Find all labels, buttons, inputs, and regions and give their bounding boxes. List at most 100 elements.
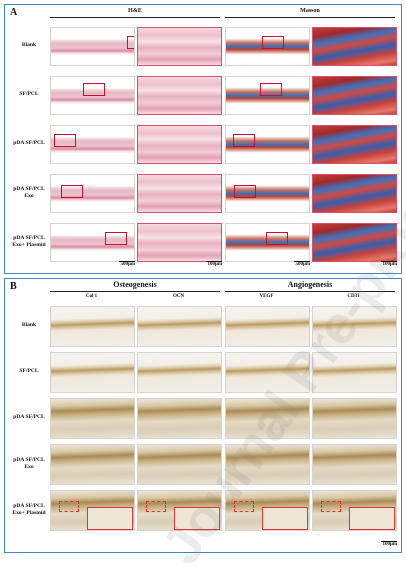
scale-bar-label: 100μm (382, 262, 398, 267)
col1-image (50, 444, 135, 485)
row-label: Blank (7, 27, 51, 64)
masson-overview-image (225, 174, 310, 213)
scale-bar (206, 261, 222, 262)
masson-zoom-image (312, 174, 397, 213)
masson-overview-image (225, 27, 310, 66)
panel-b: B Osteogenesis Angiogenesis Col 1 OCN VEGF C… (4, 278, 402, 553)
ocn-image (137, 352, 222, 393)
column-heading: CD31 (347, 294, 360, 299)
row-label-line: Exo (24, 463, 34, 470)
inset-image (262, 507, 308, 530)
panel-a: A H&E Masson Blank SF/PCL pDA SF/PCL pDA SF/… (4, 4, 402, 274)
vegf-image (225, 490, 310, 531)
row-label-line: Blank (21, 322, 37, 329)
column-heading: Col 1 (85, 294, 98, 299)
roi-box (54, 134, 76, 147)
masson-zoom-image (312, 27, 397, 66)
scale-bar-label: 500μm (120, 262, 136, 267)
panel-a-group-heading: H&E (128, 8, 142, 14)
he-zoom-image (137, 76, 222, 115)
panel-b-group-heading: Angiogenesis (287, 280, 333, 289)
panel-b-group-heading: Osteogenesis (113, 280, 157, 289)
ocn-image (137, 490, 222, 531)
panel-a-group-rule (225, 17, 395, 18)
row-label: pDA SF/PCL Exo (7, 174, 51, 211)
panel-a-group-heading: Masson (300, 8, 320, 14)
scale-bar (381, 541, 397, 542)
he-overview-image (50, 125, 135, 164)
column-heading: OCN (172, 294, 185, 299)
he-overview-image (50, 174, 135, 213)
roi-box (146, 501, 166, 512)
he-zoom-image (137, 27, 222, 66)
roi-box (266, 232, 288, 245)
he-zoom-image (137, 223, 222, 262)
cd31-image (312, 444, 397, 485)
cd31-image (312, 306, 397, 347)
row-label: pDA SF/PCL Exo (7, 444, 51, 483)
roi-box (105, 232, 127, 245)
row-label-line: pDA SF/PCL (13, 235, 45, 241)
col1-image (50, 306, 135, 347)
scale-bar-label: 100μm (382, 542, 398, 547)
he-zoom-image (137, 125, 222, 164)
row-label-line: pDA SF/PCL (13, 414, 45, 421)
roi-box (262, 36, 284, 49)
roi-box (234, 185, 256, 198)
he-overview-image (50, 27, 135, 66)
he-zoom-image (137, 174, 222, 213)
row-label-line: Exo (24, 192, 34, 199)
column-heading: VEGF (259, 294, 274, 299)
ocn-image (137, 306, 222, 347)
vegf-image (225, 352, 310, 393)
col1-image (50, 352, 135, 393)
row-label: pDA SF/PCL Exo+ Plasmid (7, 223, 51, 260)
vegf-image (225, 398, 310, 439)
vegf-image (225, 444, 310, 485)
scale-bar (119, 261, 135, 262)
cd31-image (312, 352, 397, 393)
row-label-line: Blank (21, 42, 37, 49)
panel-b-group-rule (50, 291, 220, 292)
scale-bar (294, 261, 310, 262)
vegf-image (225, 306, 310, 347)
scale-bar (381, 261, 397, 262)
row-label: pDA SF/PCL (7, 398, 51, 437)
roi-box (127, 36, 134, 49)
row-label: pDA SF/PCL Exo+ Plasmid (7, 490, 51, 529)
scale-bar-label: 500μm (295, 262, 311, 267)
masson-overview-image (225, 125, 310, 164)
row-label-line: pDA SF/PCL (13, 457, 45, 463)
roi-box (59, 501, 79, 512)
inset-image (349, 507, 395, 530)
panel-b-label: B (10, 281, 17, 292)
cd31-image (312, 398, 397, 439)
row-label-line: SF/PCL (19, 91, 39, 98)
row-label-line: Exo+ Plasmid (12, 241, 46, 248)
roi-box (61, 185, 83, 198)
roi-box (321, 501, 341, 512)
col1-image (50, 398, 135, 439)
row-label: Blank (7, 306, 51, 345)
roi-box (83, 83, 105, 96)
row-label-line: pDA SF/PCL (13, 186, 45, 192)
row-label: SF/PCL (7, 352, 51, 391)
roi-box (260, 83, 282, 96)
row-label-line: pDA SF/PCL (13, 140, 45, 147)
row-label: pDA SF/PCL (7, 125, 51, 162)
roi-box (233, 134, 255, 147)
masson-overview-image (225, 76, 310, 115)
ocn-image (137, 444, 222, 485)
row-label-line: SF/PCL (19, 368, 39, 375)
inset-image (174, 507, 220, 530)
masson-zoom-image (312, 76, 397, 115)
masson-zoom-image (312, 125, 397, 164)
panel-a-group-rule (50, 17, 220, 18)
row-label-line: Exo+ Plasmid (12, 509, 46, 516)
masson-zoom-image (312, 223, 397, 262)
scale-bar-label: 100μm (207, 262, 223, 267)
inset-image (87, 507, 133, 530)
he-overview-image (50, 76, 135, 115)
col1-image (50, 490, 135, 531)
row-label-line: pDA SF/PCL (13, 503, 45, 509)
